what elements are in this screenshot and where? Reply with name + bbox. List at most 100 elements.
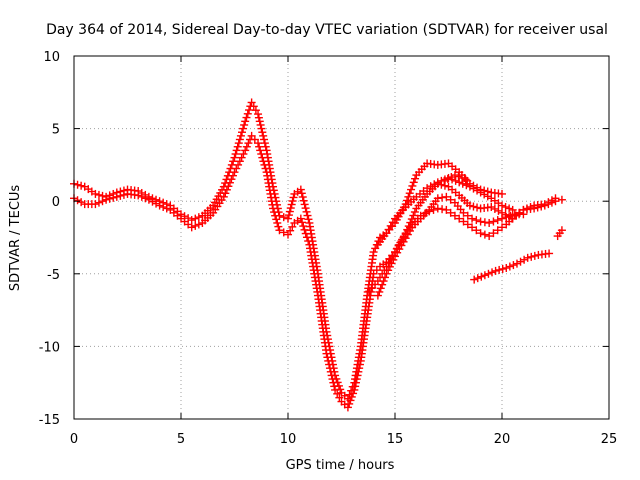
data-point [480,190,489,199]
data-point [373,291,382,300]
data-point [403,196,412,205]
data-point [330,382,339,391]
data-point [302,233,311,242]
data-point [230,168,239,177]
data-point [379,277,388,286]
data-point [134,191,143,200]
data-point [483,192,492,201]
data-point [286,204,295,213]
data-point [301,204,310,213]
data-point [447,173,456,181]
x-axis-label: GPS time / hours [286,458,395,473]
data-point [148,197,157,206]
data-point [498,201,506,210]
grid [74,56,609,419]
plot-frame [73,55,610,420]
data-point [233,142,242,151]
data-point [259,157,268,166]
data-point [255,117,264,126]
data-point [505,204,514,213]
data-point [256,146,265,155]
data-point [352,375,361,384]
data-point [227,175,236,184]
data-point [489,229,498,238]
data-point [407,185,416,194]
data-point [94,190,103,199]
data-point [241,117,250,126]
data-point [389,255,398,264]
data-point [547,198,556,207]
data-point [458,179,467,188]
data-point [187,216,196,225]
data-point [458,173,467,182]
data-point [468,223,477,232]
data-point [516,257,525,266]
data-point [426,182,435,191]
data-point [520,255,529,264]
data-point [258,153,267,162]
y-tick-label: 10 [43,50,60,65]
data-point [323,353,332,362]
data-point [450,171,459,180]
data-point [387,259,396,268]
data-point [476,217,485,226]
data-point [257,150,266,159]
data-point [459,208,468,217]
data-point [194,213,203,222]
data-point [288,196,297,205]
data-point [241,146,250,155]
data-point [498,264,507,273]
data-point [279,213,288,222]
data-point [269,204,278,213]
data-point [119,190,128,199]
data-point [355,364,364,373]
data-point [537,202,546,211]
data-point [116,191,125,200]
data-point [112,192,121,201]
data-point [540,201,549,210]
data-point [239,124,248,133]
data-point [289,193,298,202]
data-point [480,230,489,239]
data-point [260,160,269,169]
data-point [472,216,481,225]
data-point [557,195,566,204]
data-point [191,221,200,230]
data-point [509,261,518,270]
data-point [301,229,310,238]
x-tick-label: 0 [70,432,78,447]
data-point [159,203,168,212]
data-point [239,150,248,159]
data-point [260,139,269,148]
data-point [501,203,510,212]
data-point [346,396,355,405]
data-point [495,265,504,274]
data-point [523,253,532,262]
data-point [473,186,482,195]
data-point [258,128,267,137]
data-point [237,128,246,137]
data-point [271,211,280,220]
data-point [324,356,333,365]
data-point [476,188,485,197]
data-point [234,160,243,169]
data-point [405,189,414,198]
data-point [498,189,506,198]
y-tick-label: 0 [52,195,60,210]
data-point [296,185,305,194]
data-point [229,157,238,166]
data-point [498,223,506,232]
data-point [235,157,244,166]
data-point [98,197,107,206]
data-point [245,106,254,115]
data-point [469,202,478,211]
data-point [433,178,442,187]
data-point [411,174,420,183]
data-point [382,269,391,278]
data-point [298,193,307,202]
data-point [237,153,246,162]
data-point [351,378,360,387]
data-point [299,222,308,231]
data-point [465,182,474,191]
data-point [369,248,378,257]
